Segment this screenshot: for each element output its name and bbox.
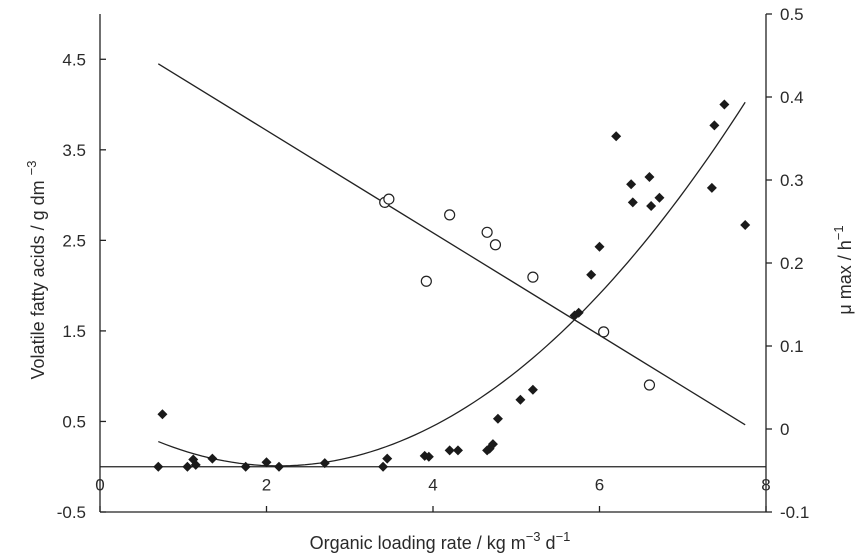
y-axis-label-left: Volatile fatty acids / g dm −3 bbox=[24, 161, 48, 380]
y-right-tick-label: -0.1 bbox=[780, 503, 809, 522]
vfa-diamond-point bbox=[261, 457, 272, 468]
fit-lines bbox=[100, 63, 766, 468]
vfa-diamond-point bbox=[626, 179, 637, 190]
tick-labels: 0 2 4 6 8 -0.5 0.5 1.5 2.5 3.5 4.5 -0.1 0 0.1 0.2 0.3 0.… bbox=[57, 5, 810, 522]
y-right-tick-label: 0.3 bbox=[780, 171, 804, 190]
vfa-diamond-point bbox=[594, 241, 605, 252]
y-left-tick-label: 2.5 bbox=[62, 231, 86, 250]
vfa-diamond-point bbox=[719, 99, 730, 110]
vfa-diamond-point bbox=[207, 453, 218, 464]
vfa-diamond-point bbox=[378, 461, 389, 472]
vfa-diamond-point bbox=[487, 439, 498, 450]
vfa-diamond-point bbox=[319, 458, 330, 469]
vfa-diamond-point bbox=[706, 182, 717, 193]
vfa-diamond-point bbox=[423, 451, 434, 462]
vfa-diamond-point bbox=[573, 307, 584, 318]
mu-max-circle-point bbox=[383, 193, 395, 205]
axes bbox=[99, 13, 772, 513]
vfa-diamond-point bbox=[452, 445, 463, 456]
x-tick-label: 8 bbox=[761, 476, 770, 495]
vfa-diamond-point bbox=[527, 384, 538, 395]
y-right-tick-label: 0.5 bbox=[780, 5, 804, 24]
vfa-diamond-point bbox=[382, 453, 393, 464]
y-left-tick-label: 4.5 bbox=[62, 50, 86, 69]
vfa-diamond-point bbox=[190, 459, 201, 470]
y-right-tick-label: 0.1 bbox=[780, 337, 804, 356]
vfa-diamond-point bbox=[515, 394, 526, 405]
data-points bbox=[153, 99, 751, 472]
x-tick-label: 2 bbox=[262, 476, 271, 495]
mu-max-circle-point bbox=[489, 239, 502, 251]
vfa-diamond-point bbox=[492, 413, 503, 424]
mu-max-circle-point bbox=[444, 209, 456, 221]
vfa-diamond-point bbox=[646, 200, 657, 211]
x-tick-label: 6 bbox=[595, 476, 604, 495]
y-left-tick-label: 1.5 bbox=[62, 322, 86, 341]
y-right-tick-label: 0.4 bbox=[780, 88, 804, 107]
x-tick-label: 4 bbox=[428, 476, 437, 495]
quadratic-fit-curve bbox=[158, 101, 746, 467]
y-right-tick-label: 0 bbox=[780, 420, 789, 439]
vfa-diamond-point bbox=[611, 131, 622, 142]
vfa-diamond-point bbox=[709, 120, 720, 131]
linear-fit-line bbox=[157, 63, 746, 426]
mu-max-circle-point bbox=[420, 275, 432, 287]
mu-max-circle-point bbox=[643, 379, 656, 391]
vfa-diamond-point bbox=[586, 269, 597, 280]
vfa-diamond-point bbox=[444, 445, 455, 456]
y-left-tick-label: 0.5 bbox=[62, 412, 86, 431]
mu-max-circle-point bbox=[598, 326, 610, 338]
vfa-diamond-point bbox=[627, 197, 638, 208]
mu-max-circle-point bbox=[481, 226, 493, 238]
vfa-diamond-point bbox=[273, 461, 284, 472]
vfa-diamond-point bbox=[240, 461, 251, 472]
vfa-diamond-point bbox=[644, 171, 655, 182]
vfa-diamond-point bbox=[182, 461, 193, 472]
vfa-diamond-point bbox=[740, 219, 751, 230]
vfa-diamond-point bbox=[157, 409, 168, 420]
y-left-tick-label: 3.5 bbox=[62, 141, 86, 160]
mu-max-circle-point bbox=[527, 271, 539, 283]
vfa-diamond-point bbox=[654, 192, 665, 203]
y-right-tick-label: 0.2 bbox=[780, 254, 804, 273]
x-axis-label: Organic loading rate / kg m−3 d−1 bbox=[310, 529, 571, 553]
x-tick-label: 0 bbox=[95, 476, 104, 495]
y-axis-label-right: μ max / h−1 bbox=[831, 225, 855, 314]
vfa-diamond-point bbox=[153, 461, 164, 472]
y-left-tick-label: -0.5 bbox=[57, 503, 86, 522]
